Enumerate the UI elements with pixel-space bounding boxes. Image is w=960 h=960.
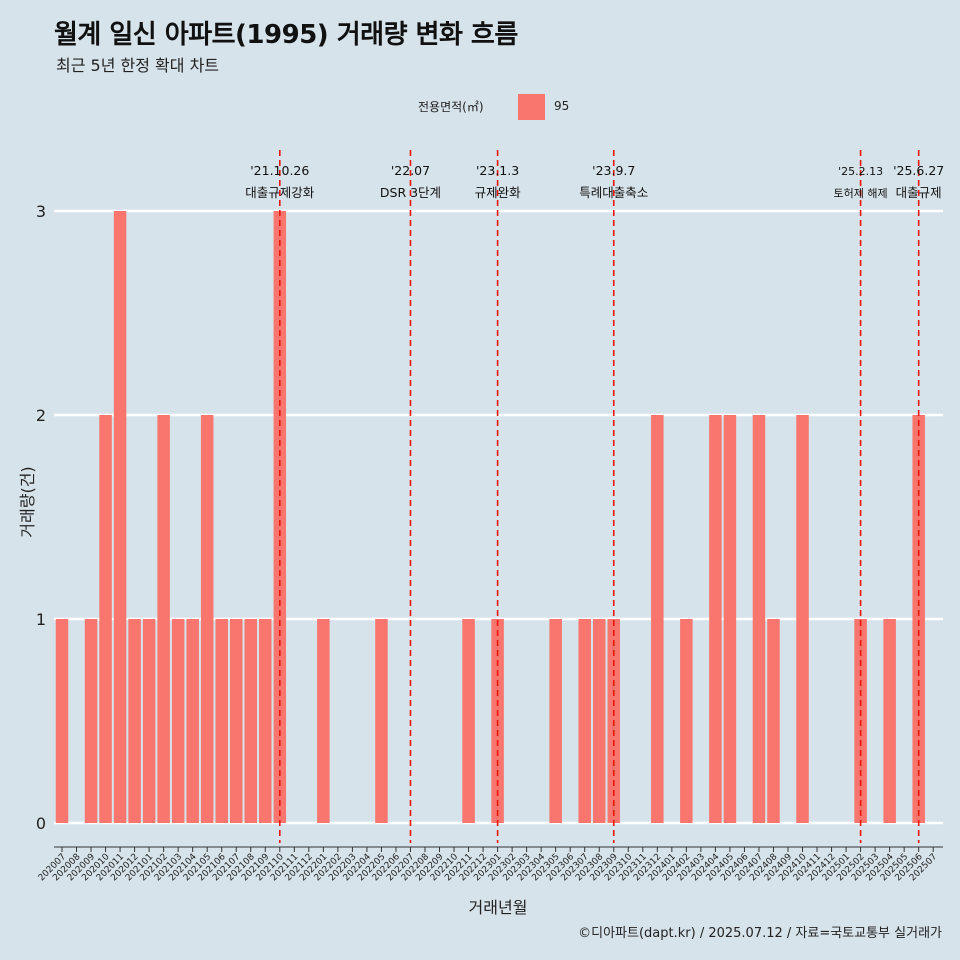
bar-202308 — [592, 619, 606, 823]
bar-202104 — [186, 619, 199, 823]
y-tick-label: 3 — [36, 202, 46, 221]
bar-202012 — [128, 619, 141, 823]
bar-202011 — [113, 211, 127, 823]
bar-202408 — [767, 619, 780, 823]
chart-subtitle: 최근 5년 한정 확대 차트 — [56, 56, 220, 75]
event-name-label: 규제완화 — [475, 185, 522, 200]
bar-202010 — [99, 415, 112, 823]
event-name-label: DSR 3단계 — [380, 185, 441, 200]
event-lines: '21.10.26 대출규제강화 '22.07 DSR 3단계 '23.1.3 규제완화 '… — [245, 150, 944, 843]
y-axis-label: 거래량(건) — [18, 466, 37, 537]
bar-202009 — [84, 619, 98, 823]
bar-202103 — [171, 619, 185, 823]
legend: 전용면적(㎡) 95 — [0, 93, 960, 121]
axes: 2020072020082020092020102020112020122021… — [37, 846, 943, 883]
bar-202102 — [157, 415, 170, 823]
chart-title: 월계 일신 아파트(1995) 거래량 변화 흐름 — [54, 20, 518, 50]
bar-202007 — [55, 619, 69, 823]
bar-202410 — [796, 415, 809, 823]
bar-202407 — [752, 415, 766, 823]
y-tick-label: 2 — [36, 406, 46, 425]
y-tick-label: 1 — [36, 610, 46, 629]
bar-202211 — [462, 619, 475, 823]
bar-202402 — [680, 619, 693, 823]
bar-202101 — [142, 619, 156, 823]
bar-202106 — [215, 619, 228, 823]
event-date-label: '23.1.3 — [476, 163, 519, 178]
bar-202109 — [259, 619, 272, 823]
event-name-label: 대출규제 — [896, 185, 942, 200]
y-tick-label: 0 — [36, 814, 46, 833]
bar-202312 — [651, 415, 664, 823]
bar-202205 — [375, 619, 388, 823]
event-date-label: '25.2.13 — [838, 165, 883, 178]
event-date-label: '25.6.27 — [893, 163, 944, 178]
event-date-label: '22.07 — [391, 163, 430, 178]
source-caption: ©디아파트(dapt.kr) / 2025.07.12 / 자료=국토교통부 실… — [578, 926, 942, 941]
x-axis-label: 거래년월 — [469, 898, 528, 917]
event-name-label: 토허제 해제 — [834, 186, 888, 200]
bar-202305 — [549, 619, 562, 823]
event-name-label: 대출규제강화 — [245, 185, 315, 200]
bar-202108 — [244, 619, 258, 823]
legend-swatch — [518, 94, 545, 120]
bar-202504 — [883, 619, 896, 823]
bar-202405 — [723, 415, 737, 823]
bars — [55, 211, 925, 823]
event-date-label: '23.9.7 — [592, 163, 635, 178]
bar-202107 — [229, 619, 243, 823]
bar-202404 — [709, 415, 722, 823]
event-name-label: 특례대출축소 — [579, 185, 648, 200]
legend-title: 전용면적(㎡) — [418, 100, 484, 114]
bar-202307 — [578, 619, 591, 823]
bar-202506 — [912, 415, 925, 823]
bar-202105 — [200, 415, 214, 823]
bar-202201 — [317, 619, 330, 823]
bar-202110 — [273, 211, 287, 823]
event-date-label: '21.10.26 — [250, 163, 309, 178]
legend-label: 95 — [554, 99, 570, 113]
